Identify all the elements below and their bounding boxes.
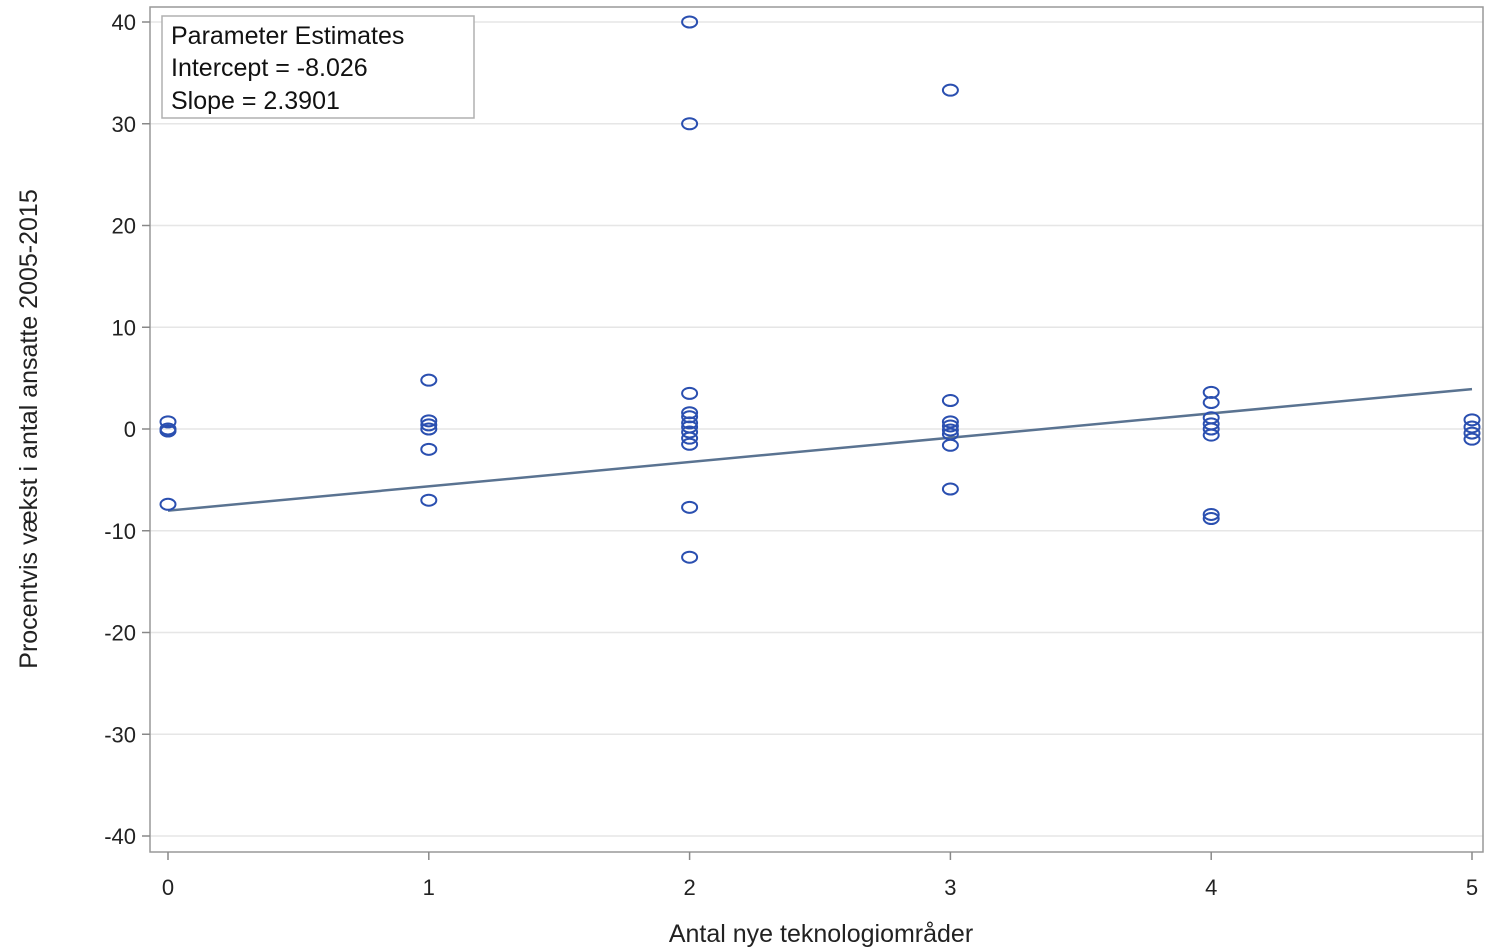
- data-point: [159, 424, 177, 438]
- data-point: [941, 482, 959, 496]
- data-point: [420, 418, 438, 432]
- data-point: [1463, 426, 1481, 440]
- data-point: [1463, 413, 1481, 427]
- data-point: [1202, 428, 1220, 442]
- data-point: [420, 373, 438, 387]
- data-point: [1202, 396, 1220, 410]
- data-point: [420, 442, 438, 456]
- data-point: [1202, 422, 1220, 436]
- data-point: [941, 415, 959, 429]
- scatter-points: [159, 15, 1481, 564]
- data-point: [1202, 507, 1220, 521]
- data-point: [1463, 432, 1481, 446]
- data-point: [681, 431, 699, 445]
- y-tick-label: -40: [104, 824, 136, 849]
- x-tick-label: 1: [423, 875, 435, 900]
- y-tick-label: -20: [104, 621, 136, 646]
- parameter-estimates-box: Parameter Estimates Intercept = -8.026 S…: [161, 15, 475, 119]
- data-point: [420, 422, 438, 436]
- data-point: [420, 493, 438, 507]
- data-point: [681, 550, 699, 564]
- legend-intercept: Intercept = -8.026: [171, 54, 368, 82]
- x-tick-label: 3: [944, 875, 956, 900]
- data-point: [681, 117, 699, 131]
- data-point: [681, 437, 699, 451]
- axes: 40 30 20 10 0 -10 -20 -30 -40 0 1 2 3 4 5: [104, 10, 1478, 900]
- x-tick-label: 4: [1205, 875, 1217, 900]
- legend-frame: [161, 15, 475, 119]
- y-tick-label: 30: [112, 112, 136, 137]
- regression-line-layer: [167, 387, 1473, 512]
- data-point: [681, 416, 699, 430]
- data-point: [941, 438, 959, 452]
- grid-lines: [150, 21, 1483, 837]
- y-tick-label: -30: [104, 722, 136, 747]
- data-point: [681, 500, 699, 514]
- x-tick-label: 2: [683, 875, 695, 900]
- data-point: [681, 425, 699, 439]
- legend-title: Parameter Estimates: [171, 22, 404, 50]
- y-tick-label: -10: [104, 519, 136, 544]
- y-tick-label: 20: [112, 214, 136, 239]
- data-point: [941, 83, 959, 97]
- data-point: [1202, 512, 1220, 526]
- legend-slope: Slope = 2.3901: [171, 87, 340, 115]
- data-point: [681, 15, 699, 29]
- y-tick-label: 0: [124, 417, 136, 442]
- data-point: [941, 394, 959, 408]
- data-point: [941, 423, 959, 437]
- data-point: [159, 497, 177, 511]
- data-point: [1463, 420, 1481, 434]
- regression-line: [167, 387, 1473, 512]
- y-axis-title: Procentvis vækst i antal ansatte 2005-20…: [15, 189, 43, 668]
- y-tick-label: 10: [112, 315, 136, 340]
- data-point: [159, 415, 177, 429]
- x-tick-label: 0: [162, 875, 174, 900]
- y-tick-label: 40: [112, 10, 136, 35]
- data-point: [941, 419, 959, 433]
- x-axis-title: Antal nye teknologiområder: [669, 920, 973, 948]
- data-point: [420, 414, 438, 428]
- data-point: [681, 386, 699, 400]
- x-tick-label: 5: [1466, 875, 1478, 900]
